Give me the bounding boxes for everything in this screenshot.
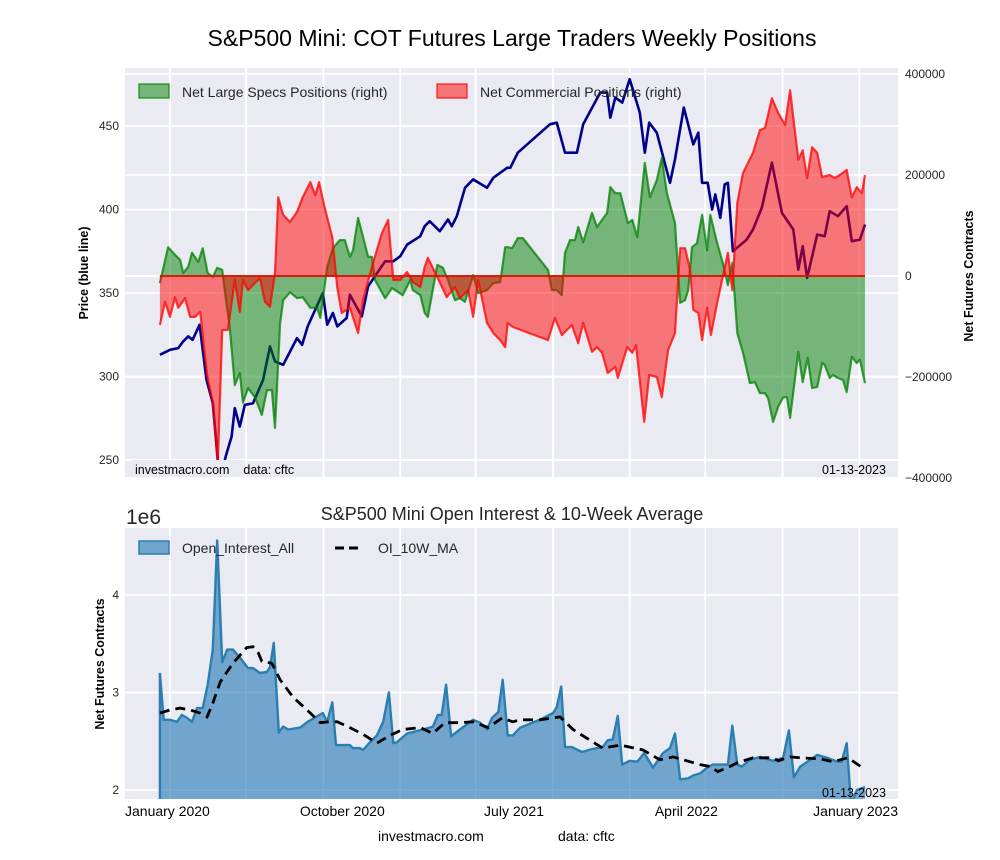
y-tick: 2 bbox=[112, 783, 119, 797]
top-tick-labels: 250 300 350 400 450 −400000 −200000 0 200000 4000… bbox=[99, 67, 952, 485]
y-tick-right: 400000 bbox=[905, 67, 945, 81]
open-interest-area bbox=[159, 540, 865, 799]
y-tick-left: 400 bbox=[99, 203, 119, 217]
bottom-date-annotation: 01-13-2023 bbox=[822, 786, 886, 800]
commercial-line bbox=[158, 89, 867, 466]
y-tick-right: −400000 bbox=[905, 471, 952, 485]
y-tick: 3 bbox=[112, 686, 119, 700]
x-tick-label: October 2020 bbox=[300, 803, 385, 819]
top-date-annotation: 01-13-2023 bbox=[822, 463, 886, 477]
x-tick-label: January 2020 bbox=[125, 803, 210, 819]
main-title: S&P500 Mini: COT Futures Large Traders W… bbox=[208, 25, 817, 51]
bottom-chart-marks bbox=[158, 539, 866, 799]
top-annotations: investmacro.com data: cftc 01-13-2023 bbox=[132, 460, 886, 477]
commercial-area bbox=[159, 90, 865, 465]
legend-label-commercial: Net Commercial Positions (right) bbox=[480, 84, 682, 100]
top-chart-marks bbox=[158, 77, 867, 477]
y-tick-right: −200000 bbox=[905, 370, 952, 384]
legend-label-specs: Net Large Specs Positions (right) bbox=[182, 84, 387, 100]
specs-line bbox=[158, 156, 867, 430]
top-source-annotation: investmacro.com data: cftc bbox=[135, 463, 294, 477]
oi-title: S&P500 Mini Open Interest & 10-Week Aver… bbox=[321, 504, 704, 524]
x-tick-label: July 2021 bbox=[484, 803, 544, 819]
top-legend: Net Large Specs Positions (right) Net Co… bbox=[138, 83, 682, 100]
bottom-legend: Open_Interest_All OI_10W_MA bbox=[138, 540, 459, 556]
y-tick-left: 300 bbox=[99, 370, 119, 384]
annotation-bg bbox=[132, 460, 244, 476]
bottom-y-axis-label: Net Futures Contracts bbox=[93, 598, 107, 729]
footer-source: data: cftc bbox=[558, 828, 615, 844]
y-tick-right: 200000 bbox=[905, 168, 945, 182]
y-offset-label: 1e6 bbox=[126, 506, 161, 529]
moving-average-line bbox=[159, 645, 866, 774]
y-tick-left: 350 bbox=[99, 286, 119, 300]
legend-label-open-interest: Open_Interest_All bbox=[182, 540, 294, 556]
open-interest-line bbox=[158, 539, 866, 799]
left-axis-label: Price (blue line) bbox=[77, 226, 91, 319]
legend-swatch-specs bbox=[138, 83, 170, 99]
y-tick-left: 250 bbox=[99, 453, 119, 467]
y-tick: 4 bbox=[112, 588, 119, 602]
x-tick-label: April 2022 bbox=[655, 803, 718, 819]
bottom-tick-labels: 2 3 4 January 2020 October 2020 July 2021 Apri… bbox=[112, 588, 898, 819]
x-tick-label: January 2023 bbox=[813, 803, 898, 819]
y-tick-left: 450 bbox=[99, 119, 119, 133]
legend-swatch-commercial bbox=[436, 83, 468, 99]
right-axis-label: Net Futures Contracts bbox=[962, 210, 976, 341]
legend-swatch-open-interest bbox=[138, 540, 170, 555]
legend-label-moving-average: OI_10W_MA bbox=[378, 540, 459, 556]
y-tick-right: 0 bbox=[905, 269, 912, 283]
specs-area bbox=[159, 157, 865, 429]
footer-site: investmacro.com bbox=[378, 828, 484, 844]
